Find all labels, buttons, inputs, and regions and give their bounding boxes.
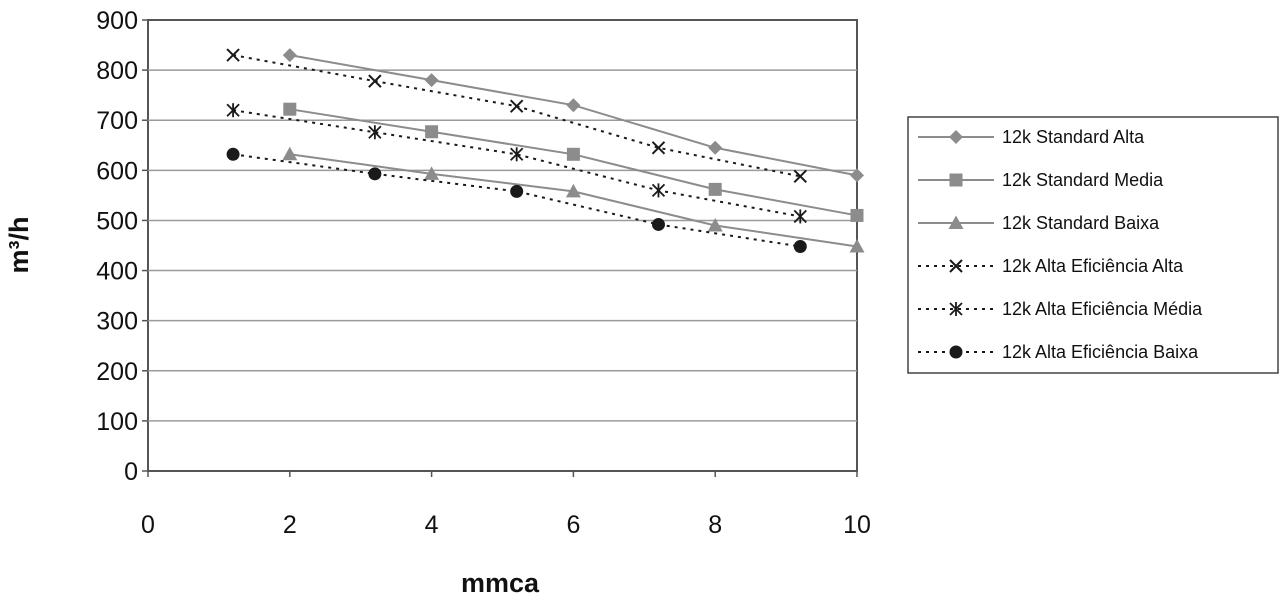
x-axis-title: mmca	[461, 568, 540, 598]
x-tick-label: 10	[843, 511, 871, 539]
legend-marker	[949, 259, 963, 273]
data-point	[708, 182, 722, 196]
legend-item: 12k Standard Media	[918, 170, 1164, 190]
y-tick-label: 200	[96, 358, 138, 386]
y-tick-label: 600	[96, 157, 138, 185]
y-tick-label: 700	[96, 107, 138, 135]
data-point	[226, 103, 240, 118]
data-point	[424, 73, 439, 88]
data-point	[282, 48, 297, 63]
x-tick-label: 2	[283, 511, 297, 539]
legend-label: 12k Alta Eficiência Baixa	[1002, 342, 1199, 362]
data-point	[565, 183, 581, 198]
y-tick-label: 500	[96, 207, 138, 235]
data-point	[566, 147, 580, 161]
data-point	[651, 141, 666, 155]
legend-label: 12k Alta Eficiência Média	[1002, 299, 1203, 319]
data-point	[793, 209, 807, 224]
y-tick-label: 300	[96, 308, 138, 336]
legend-marker	[949, 173, 963, 187]
x-stroke	[509, 99, 524, 113]
data-point	[566, 98, 581, 113]
legend-item: 12k Alta Eficiência Alta	[918, 256, 1184, 276]
series-line	[232, 109, 801, 218]
legend-item: 12k Standard Alta	[918, 127, 1145, 147]
series-3	[282, 146, 865, 253]
legend-marker	[949, 302, 963, 316]
data-point	[509, 99, 524, 113]
data-point	[707, 217, 723, 232]
series-group	[226, 48, 865, 254]
y-tick-labels: 0 100 200 300 400 500 600 700 800 900	[96, 7, 138, 486]
legend-label: 12k Standard Baixa	[1002, 213, 1160, 233]
data-point	[850, 208, 864, 222]
legend-marker	[949, 130, 963, 144]
data-point	[651, 217, 665, 231]
legend-item: 12k Standard Baixa	[918, 213, 1160, 233]
data-point	[708, 140, 723, 155]
data-point	[368, 167, 382, 181]
data-point	[368, 74, 382, 88]
series-1	[282, 48, 864, 183]
data-point	[510, 147, 524, 162]
plot-area	[147, 19, 858, 472]
x-stroke	[949, 259, 963, 273]
x-tick-label: 8	[708, 511, 722, 539]
data-point	[793, 169, 807, 184]
y-tick-label: 100	[96, 408, 138, 436]
legend-marker	[948, 215, 964, 229]
x-stroke	[651, 141, 666, 155]
data-point	[226, 147, 240, 161]
legend-item: 12k Alta Eficiência Média	[918, 299, 1203, 319]
y-tick-label: 0	[124, 458, 138, 486]
x-stroke	[793, 169, 807, 184]
series-4	[226, 48, 807, 184]
legend: 12k Standard Alta 12k Standard Media 12k S…	[907, 116, 1279, 374]
y-tick-label: 400	[96, 258, 138, 286]
x-stroke	[226, 48, 240, 62]
legend-label: 12k Standard Alta	[1002, 127, 1145, 147]
data-point	[368, 125, 382, 140]
y-tick-label: 900	[96, 7, 138, 35]
legend-item: 12k Alta Eficiência Baixa	[918, 342, 1199, 362]
legend-label: 12k Standard Media	[1002, 170, 1164, 190]
data-point	[424, 166, 440, 180]
x-tick-label: 6	[566, 511, 580, 539]
data-point	[793, 240, 807, 254]
y-axis-title: m³/h	[4, 217, 34, 274]
y-tick-label: 800	[96, 57, 138, 85]
x-tick-label: 0	[141, 511, 155, 539]
data-point	[651, 183, 666, 198]
x-stroke	[368, 74, 382, 88]
data-point	[850, 168, 864, 183]
data-point	[510, 184, 524, 198]
data-point	[849, 239, 865, 253]
data-point	[425, 125, 439, 139]
series-5	[226, 103, 807, 224]
legend-marker	[949, 345, 963, 359]
gridlines	[142, 19, 858, 477]
data-point	[226, 48, 240, 62]
x-tick-labels: 0 2 4 6 8 10	[141, 511, 871, 539]
series-2	[283, 102, 864, 222]
legend-box	[907, 116, 1279, 374]
legend-label: 12k Alta Eficiência Alta	[1002, 256, 1184, 276]
data-point	[282, 146, 298, 161]
series-6	[226, 147, 807, 254]
data-point	[283, 102, 297, 116]
x-tick-label: 4	[425, 511, 439, 539]
